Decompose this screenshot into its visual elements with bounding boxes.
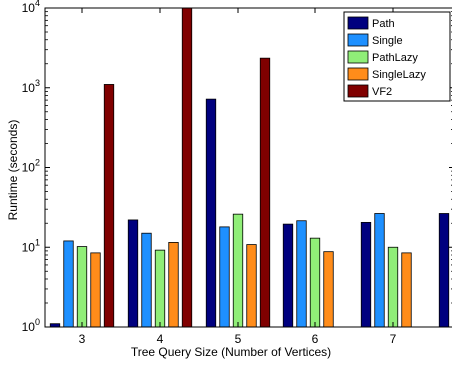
bar-single-5 bbox=[219, 226, 230, 328]
bar-vf2-3 bbox=[103, 84, 115, 328]
bar-path-4 bbox=[127, 219, 139, 328]
legend-label-single: Single bbox=[372, 35, 403, 47]
y-axis-label: Runtime (seconds) bbox=[6, 120, 20, 221]
bar-single-4 bbox=[141, 232, 152, 328]
bar-path-7 bbox=[360, 221, 372, 328]
bar-path-6 bbox=[282, 223, 294, 328]
bar-pathlazy-4 bbox=[154, 249, 166, 328]
bar-singlelazy-7 bbox=[401, 252, 412, 328]
bar-single-7 bbox=[374, 213, 385, 328]
bar-pathlazy-5 bbox=[232, 213, 244, 328]
bar-vf2-4 bbox=[181, 7, 193, 328]
bar-singlelazy-3 bbox=[90, 252, 101, 328]
legend-swatch-vf2 bbox=[347, 84, 369, 98]
legend-label-vf2: VF2 bbox=[372, 86, 392, 98]
y-tick-label: 102 bbox=[22, 158, 40, 175]
x-axis: 345678 bbox=[79, 8, 397, 346]
x-tick-label: 5 bbox=[235, 332, 242, 346]
bar-singlelazy-5 bbox=[246, 244, 257, 328]
bar-pathlazy-3 bbox=[76, 246, 88, 328]
x-tick-label: 3 bbox=[79, 332, 86, 346]
legend-swatch-path bbox=[347, 16, 369, 30]
y-tick-label: 101 bbox=[22, 237, 40, 254]
legend-label-singlelazy: SingleLazy bbox=[372, 69, 426, 81]
legend: Path Single PathLazy SingleLazy VF2 bbox=[343, 11, 451, 102]
bar-single-3 bbox=[63, 240, 74, 328]
legend-swatch-singlelazy bbox=[347, 67, 369, 81]
bar-path-8 bbox=[438, 213, 450, 328]
y-tick-label: 103 bbox=[22, 78, 40, 95]
bars-layer bbox=[49, 7, 450, 328]
legend-label-pathlazy: PathLazy bbox=[372, 52, 418, 64]
bar-singlelazy-4 bbox=[168, 242, 179, 328]
legend-swatch-single bbox=[347, 33, 369, 47]
x-tick-label: 6 bbox=[312, 332, 319, 346]
bar-pathlazy-6 bbox=[309, 237, 321, 328]
bar-vf2-5 bbox=[259, 57, 271, 328]
bar-pathlazy-7 bbox=[387, 246, 399, 328]
x-axis-label: Tree Query Size (Number of Vertices) bbox=[131, 345, 331, 359]
bar-single-6 bbox=[296, 220, 307, 328]
y-tick-label: 104 bbox=[22, 0, 40, 15]
bar-singlelazy-6 bbox=[323, 251, 334, 328]
bar-path-5 bbox=[205, 98, 217, 328]
legend-label-path: Path bbox=[372, 18, 395, 30]
x-tick-label: 7 bbox=[390, 332, 397, 346]
y-tick-label: 100 bbox=[22, 317, 40, 334]
x-tick-label: 4 bbox=[157, 332, 164, 346]
legend-swatch-pathlazy bbox=[347, 50, 369, 64]
